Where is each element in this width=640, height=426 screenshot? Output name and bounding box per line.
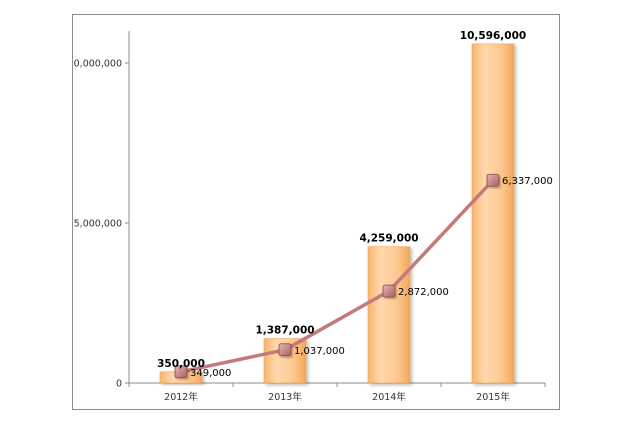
bar-data-label: 10,596,000 — [460, 30, 526, 42]
line-data-label: 2,872,000 — [398, 287, 449, 298]
bar-data-label: 4,259,000 — [359, 233, 418, 245]
line-marker — [486, 173, 500, 187]
line-marker — [174, 365, 188, 379]
axes: 0 5,000,000 10,000,000 2012年 2013年 2014年 2015年 — [73, 31, 546, 403]
y-tick-label: 10,000,000 — [73, 59, 122, 70]
line-data-label: 1,037,000 — [294, 346, 345, 357]
bar-data-label: 1,387,000 — [255, 325, 314, 337]
x-tick-label: 2012年 — [164, 391, 198, 403]
y-tick-label: 5,000,000 — [74, 219, 122, 230]
x-tick-label: 2014年 — [372, 391, 406, 403]
data-labels: 350,000 1,387,000 4,259,000 10,596,000 349,0… — [157, 30, 553, 379]
bar-series — [159, 43, 515, 384]
bar — [471, 43, 515, 384]
bar-data-label: 350,000 — [157, 358, 205, 370]
combo-chart: 0 5,000,000 10,000,000 2012年 2013年 2014年 2015年… — [73, 30, 553, 403]
chart-frame: 0 5,000,000 10,000,000 2012年 2013年 2014年 2015年… — [72, 14, 560, 410]
line-path — [179, 178, 495, 374]
x-tick-label: 2015年 — [476, 391, 510, 403]
bar — [367, 246, 411, 384]
line-marker — [278, 343, 292, 357]
y-tick-label: 0 — [116, 379, 122, 390]
line-data-label: 349,000 — [190, 368, 231, 379]
line-data-label: 6,337,000 — [502, 176, 553, 187]
x-tick-label: 2013年 — [268, 391, 302, 403]
line-series — [174, 173, 500, 379]
line-marker — [382, 284, 396, 298]
